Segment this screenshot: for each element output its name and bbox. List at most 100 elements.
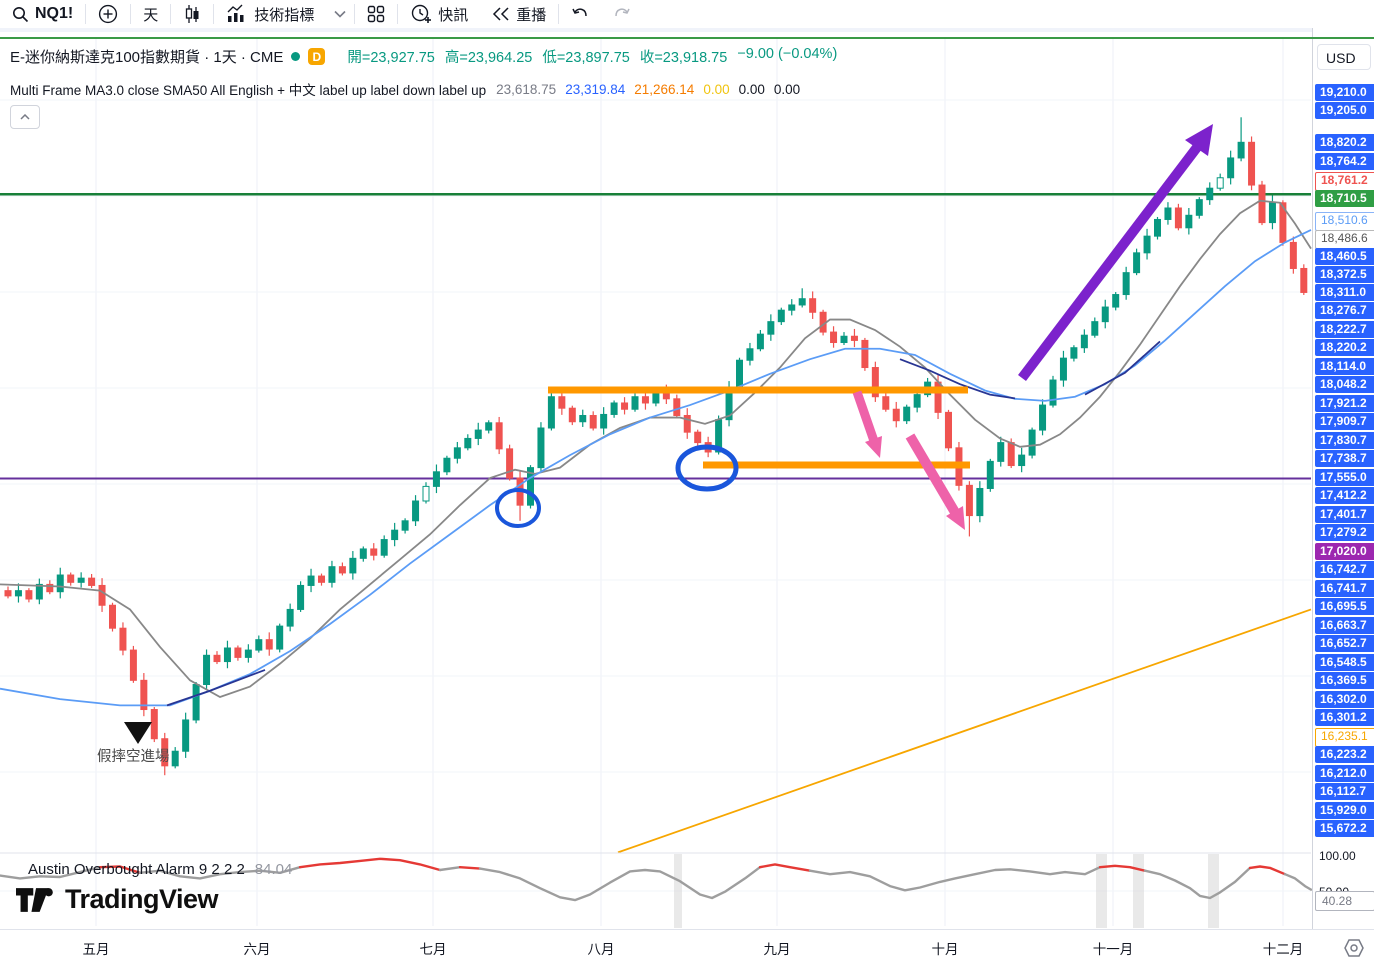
oscillator-current-value: 40.28: [1315, 891, 1374, 911]
price-label-blue[interactable]: 16,112.7: [1315, 782, 1374, 800]
candle-body: [610, 402, 618, 415]
price-label-blue[interactable]: 17,738.7: [1315, 449, 1374, 467]
month-label[interactable]: 十月: [931, 942, 959, 957]
candle-body: [871, 367, 879, 398]
indicators-icon: [226, 4, 248, 24]
price-label-blue[interactable]: 18,220.2: [1315, 338, 1374, 356]
price-label-blue[interactable]: 16,663.7: [1315, 616, 1374, 634]
price-label-blue[interactable]: 17,909.7: [1315, 412, 1374, 430]
price-label-blue[interactable]: 19,205.0: [1315, 101, 1374, 119]
price-label-blue[interactable]: 15,672.2: [1315, 819, 1374, 837]
toolbar-separator: [85, 4, 87, 24]
indicator-value: 0.00: [738, 81, 765, 97]
month-label[interactable]: 五月: [82, 942, 110, 957]
redo-button[interactable]: [601, 0, 643, 28]
purple-trend-arrow: [1018, 142, 1202, 382]
price-label-gray-outline[interactable]: 18,486.6: [1315, 229, 1374, 249]
price-label-blue[interactable]: 18,222.7: [1315, 320, 1374, 338]
tradingview-logo-icon: [16, 887, 53, 912]
candle-body: [777, 309, 785, 323]
price-label-orange-outline[interactable]: 16,235.1: [1315, 727, 1374, 747]
currency-button[interactable]: USD: [1317, 44, 1371, 70]
tradingview-watermark[interactable]: TradingView: [16, 884, 219, 915]
price-label-blue[interactable]: 18,764.2: [1315, 152, 1374, 170]
price-label-blue[interactable]: 16,369.5: [1315, 671, 1374, 689]
price-label-blue[interactable]: 18,114.0: [1315, 357, 1374, 375]
oscillator-line: [438, 866, 462, 872]
price-label-blue[interactable]: 18,311.0: [1315, 283, 1374, 301]
price-label-blue[interactable]: 16,301.2: [1315, 708, 1374, 726]
price-label-purple[interactable]: 17,020.0: [1315, 542, 1374, 560]
oscillator-line-overbought: [298, 857, 442, 872]
toolbar-separator: [354, 4, 356, 24]
price-label-blue[interactable]: 16,652.7: [1315, 634, 1374, 652]
candle-body: [244, 649, 252, 658]
price-label-blue[interactable]: 17,412.2: [1315, 486, 1374, 504]
price-label-blue[interactable]: 16,223.2: [1315, 745, 1374, 763]
price-label-blue[interactable]: 17,401.7: [1315, 505, 1374, 523]
main-chart[interactable]: 假摔空進場: [0, 28, 1312, 929]
month-label[interactable]: 八月: [587, 942, 615, 957]
alert-button[interactable]: 快訊: [398, 0, 480, 28]
time-axis[interactable]: 五月 六月 七月 八月 九月 十月 十一月 十二月: [0, 929, 1374, 967]
pink-down-arrow: [852, 390, 879, 443]
price-label-blue[interactable]: 18,276.7: [1315, 301, 1374, 319]
chart-title[interactable]: E-迷你納斯達克100指數期貨 · 1天 · CME: [10, 49, 284, 66]
candle-body: [495, 422, 503, 450]
price-scale[interactable]: USD 19,210.0 19,205.0 18,820.2 18,764.2 18,7…: [1312, 28, 1374, 929]
indicator-templates-chevron[interactable]: [326, 0, 354, 28]
oscillator-name[interactable]: Austin Overbought Alarm 9 2 2 2: [28, 861, 245, 878]
price-label-blue[interactable]: 16,212.0: [1315, 764, 1374, 782]
price-label-green[interactable]: 18,710.5: [1315, 189, 1374, 207]
oscillator-line-overbought: [758, 863, 812, 872]
month-label[interactable]: 六月: [243, 942, 271, 957]
month-label[interactable]: 七月: [419, 942, 447, 957]
interval-button[interactable]: 天: [131, 0, 170, 28]
price-label-red-outline[interactable]: 18,761.2: [1315, 171, 1374, 191]
price-label-blue[interactable]: 18,820.2: [1315, 133, 1374, 151]
price-label-blue[interactable]: 16,741.7: [1315, 579, 1374, 597]
candle-body: [56, 574, 64, 593]
layout-grid-button[interactable]: [355, 0, 397, 28]
candle-body: [892, 408, 900, 422]
price-label-blue[interactable]: 16,548.5: [1315, 653, 1374, 671]
price-label-blue[interactable]: 17,921.2: [1315, 394, 1374, 412]
price-label-blue[interactable]: 15,929.0: [1315, 801, 1374, 819]
chart-style-button[interactable]: [171, 0, 213, 28]
price-label-blue[interactable]: 19,210.0: [1315, 83, 1374, 101]
month-label[interactable]: 九月: [763, 942, 791, 957]
price-label-blue[interactable]: 17,830.7: [1315, 431, 1374, 449]
indicator-name[interactable]: Multi Frame MA3.0 close SMA50 All Englis…: [10, 83, 487, 98]
price-label-blue-outline[interactable]: 18,510.6: [1315, 211, 1374, 231]
price-label-blue[interactable]: 18,372.5: [1315, 265, 1374, 283]
gear-icon[interactable]: [1342, 936, 1366, 965]
data-badge[interactable]: D: [308, 48, 326, 65]
replay-button[interactable]: 重播: [480, 0, 558, 28]
oscillator-line-overbought: [458, 866, 482, 870]
compare-add-button[interactable]: [86, 0, 130, 28]
candle-body: [203, 654, 211, 686]
price-label-blue[interactable]: 17,279.2: [1315, 523, 1374, 541]
month-label[interactable]: 十一月: [1092, 942, 1134, 957]
marker-annotation-text: 假摔空進場: [97, 748, 170, 765]
candle-body: [380, 539, 388, 556]
indicators-button[interactable]: 技術指標: [214, 0, 326, 28]
price-label-blue[interactable]: 18,460.5: [1315, 247, 1374, 265]
undo-button[interactable]: [559, 0, 601, 28]
symbol-search-button[interactable]: NQ1!: [0, 0, 85, 28]
candle-body: [1300, 267, 1308, 293]
candle-body: [140, 679, 148, 711]
price-label-blue[interactable]: 18,048.2: [1315, 375, 1374, 393]
price-label-blue[interactable]: 16,742.7: [1315, 560, 1374, 578]
price-label-blue[interactable]: 17,555.0: [1315, 468, 1374, 486]
candle-body: [673, 398, 681, 416]
price-label-blue[interactable]: 16,695.5: [1315, 597, 1374, 615]
candle-body: [621, 402, 629, 410]
candle-body: [443, 457, 451, 473]
legend-collapse-button[interactable]: [10, 105, 40, 129]
symbol-name: NQ1!: [35, 5, 74, 22]
month-label[interactable]: 十二月: [1262, 942, 1304, 957]
candle-body: [694, 431, 702, 444]
candle-body: [453, 447, 461, 459]
price-label-blue[interactable]: 16,302.0: [1315, 690, 1374, 708]
